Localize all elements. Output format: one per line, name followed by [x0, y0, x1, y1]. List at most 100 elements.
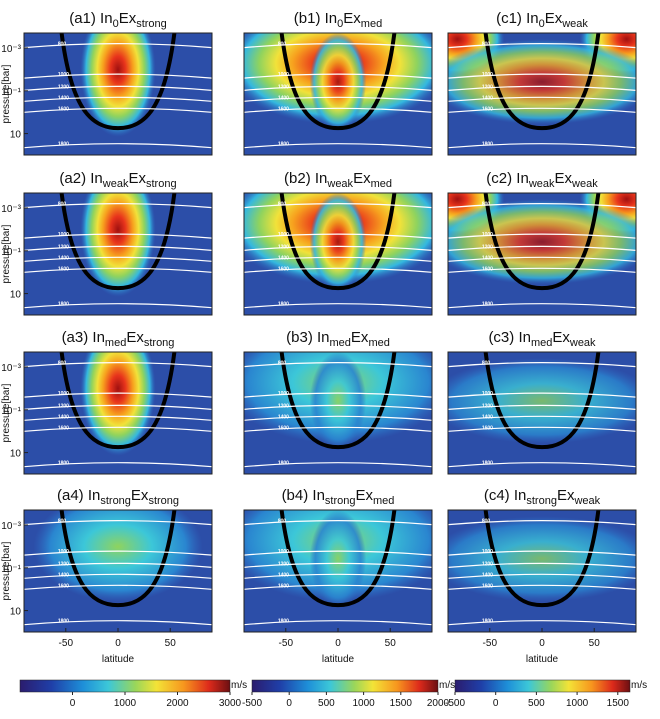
isotherm-label: 1600 [58, 106, 69, 112]
isotherm-label: 1600 [58, 266, 69, 272]
title-part: (c3) In [488, 329, 531, 346]
colorbar-tick-label: 0 [70, 698, 76, 709]
isotherm [24, 267, 212, 273]
isotherm [24, 584, 212, 590]
title-part: med [330, 337, 351, 349]
isotherm [24, 404, 212, 410]
title-part: Ex [128, 170, 146, 187]
panel-title: (a4) InstrongExstrong [57, 487, 179, 507]
title-part: med [371, 178, 392, 190]
isotherm-label: 1200 [58, 403, 69, 409]
isotherm [24, 573, 212, 579]
isotherm-label: 1400 [482, 255, 493, 261]
frame [243, 32, 433, 156]
isotherm [24, 620, 212, 626]
isotherm [244, 573, 432, 579]
title-part: Ex [119, 10, 137, 27]
isotherm [448, 392, 636, 398]
isotherm-label: 1800 [482, 302, 493, 308]
title-part: Ex [545, 10, 563, 27]
title-part: (a1) In [69, 10, 112, 27]
isotherm-label: 1800 [278, 302, 289, 308]
title-part: med [361, 18, 382, 30]
title-part: Ex [557, 487, 575, 504]
isotherm-label: 1000 [58, 232, 69, 238]
title-part: strong [144, 337, 175, 349]
isotherm [448, 462, 636, 468]
isotherm [24, 550, 212, 556]
isotherm [448, 233, 636, 239]
isotherm [24, 520, 212, 526]
isotherm [24, 143, 212, 149]
isotherm [244, 550, 432, 556]
isotherm [244, 143, 432, 149]
colorbar-tick-label: 0 [493, 698, 499, 709]
isotherm [24, 256, 212, 262]
x-tick-label: -50 [279, 638, 294, 649]
colorbar-unit: m/s [439, 680, 455, 691]
isotherm-label: 800 [58, 42, 67, 48]
isotherm-label: 1600 [278, 266, 289, 272]
isotherm [448, 520, 636, 526]
panel: 800 1000 1200 1400 1600 1800 (a3) InmedExstron… [1, 329, 213, 475]
isotherm [448, 362, 636, 368]
zero-contour [483, 510, 601, 608]
isotherm-label: 1400 [482, 95, 493, 101]
isotherm-label: 1000 [58, 72, 69, 78]
isotherm-label: 1200 [482, 84, 493, 90]
panel: 800 1000 1200 1400 1600 1800 (c1) In0Exweak [447, 10, 637, 156]
colorbar-tick-label: 3000 [219, 698, 242, 709]
zero-contour [59, 510, 177, 608]
isotherm-label: 1600 [482, 583, 493, 589]
title-part: (a3) In [62, 329, 105, 346]
isotherm-label: 800 [482, 42, 491, 48]
isotherm [24, 203, 212, 209]
colorbar-tick-label: -500 [445, 698, 465, 709]
field-blob [80, 33, 156, 137]
panel: 800 1000 1200 1400 1600 1800 (a1) In0Exstrong 1… [1, 10, 213, 156]
isotherm-label: 1400 [278, 95, 289, 101]
colorbar-tick-label: 1500 [390, 698, 413, 709]
field-blob [33, 510, 203, 602]
title-part: weak [326, 178, 353, 190]
title-part: strong [148, 495, 179, 507]
field-blob [309, 193, 367, 291]
title-part: 0 [113, 18, 119, 30]
panel: 800 1000 1200 1400 1600 1800 (b1) In0Exmed [243, 10, 433, 156]
title-part: med [531, 337, 552, 349]
field: 800 1000 1200 1400 1600 1800 [244, 352, 432, 474]
y-tick-label: 10⁻¹ [1, 247, 21, 258]
field-blob [448, 39, 636, 125]
isotherm [448, 573, 636, 579]
isotherm-label: 1200 [58, 561, 69, 567]
isotherm-label: 1400 [278, 572, 289, 578]
colorbar-tick-label: -500 [242, 698, 262, 709]
frame [447, 192, 637, 316]
panel: 800 1000 1200 1400 1600 1800 (a2) InweakExstro… [1, 170, 213, 316]
isotherm-label: 1400 [58, 255, 69, 261]
isotherm-label: 1800 [278, 142, 289, 148]
isotherm-label: 1800 [482, 461, 493, 467]
isotherm-label: 1400 [278, 414, 289, 420]
zero-contour [279, 193, 397, 291]
field-blob [448, 358, 636, 444]
x-axis-label: latitude [322, 654, 355, 665]
panel: 800 1000 1200 1400 1600 1800 (b4) InstrongExme… [243, 487, 433, 665]
y-tick-label: 10⁻³ [1, 521, 21, 532]
isotherm-label: 800 [278, 519, 287, 525]
y-axis-label: pressure[bar] [1, 224, 12, 283]
field: 800 1000 1200 1400 1600 1800 [448, 352, 636, 474]
isotherm [448, 256, 636, 262]
x-tick-label: 0 [335, 638, 341, 649]
y-tick-label: 10⁻¹ [1, 564, 21, 575]
isotherm [244, 233, 432, 239]
isotherm-label: 1800 [58, 142, 69, 148]
isotherm [244, 562, 432, 568]
frame [447, 351, 637, 475]
field-blob [309, 33, 367, 131]
isotherm-label: 1400 [482, 572, 493, 578]
isotherm [24, 233, 212, 239]
isotherm-label: 800 [278, 202, 287, 208]
y-axis-label: pressure[bar] [1, 541, 12, 600]
title-part: weak [571, 178, 598, 190]
